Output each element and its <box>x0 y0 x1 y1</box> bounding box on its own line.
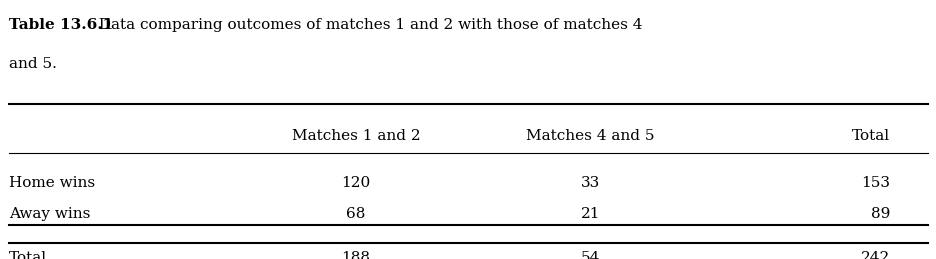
Text: 242: 242 <box>860 251 889 259</box>
Text: 120: 120 <box>341 176 371 190</box>
Text: 188: 188 <box>342 251 370 259</box>
Text: Table 13.6.1: Table 13.6.1 <box>9 18 113 32</box>
Text: Total: Total <box>9 251 48 259</box>
Text: Total: Total <box>851 130 889 143</box>
Text: Home wins: Home wins <box>9 176 95 190</box>
Text: 68: 68 <box>346 207 365 221</box>
Text: Matches 1 and 2: Matches 1 and 2 <box>291 130 420 143</box>
Text: 54: 54 <box>580 251 599 259</box>
Text: and 5.: and 5. <box>9 57 57 71</box>
Text: 33: 33 <box>580 176 599 190</box>
Text: 21: 21 <box>580 207 599 221</box>
Text: 153: 153 <box>860 176 889 190</box>
Text: 89: 89 <box>870 207 889 221</box>
Text: Matches 4 and 5: Matches 4 and 5 <box>525 130 654 143</box>
Text: Away wins: Away wins <box>9 207 91 221</box>
Text: Data comparing outcomes of matches 1 and 2 with those of matches 4: Data comparing outcomes of matches 1 and… <box>89 18 642 32</box>
